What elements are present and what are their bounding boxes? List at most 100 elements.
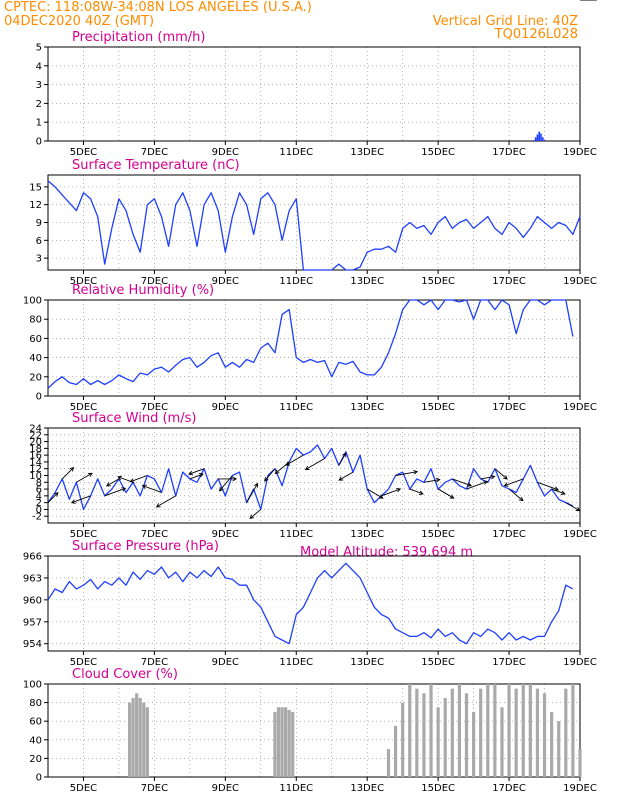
panel-6-bar bbox=[472, 711, 476, 777]
panel-6-xtick-label: 11DEC bbox=[279, 783, 313, 794]
panel-3-ytick-label: 80 bbox=[29, 315, 42, 326]
panel-6-bar bbox=[276, 707, 281, 777]
panel-4-ytick-label: 12 bbox=[29, 464, 42, 475]
wind-arrow-shaft bbox=[366, 488, 384, 499]
wind-arrow-shaft bbox=[264, 468, 276, 482]
wind-arrow-head bbox=[249, 514, 255, 520]
panel-3-xtick-label: 19DEC bbox=[563, 402, 597, 413]
wind-arrow-head bbox=[117, 475, 123, 481]
panel-4-xtick-label: 15DEC bbox=[421, 529, 455, 540]
panel-6-bar bbox=[145, 707, 149, 777]
panel-5-frame bbox=[47, 555, 581, 652]
wind-arrow-shaft bbox=[188, 468, 205, 475]
panel-1-ytick-label: 0 bbox=[36, 137, 42, 148]
wind-arrow-head bbox=[418, 490, 424, 495]
panel-1-bar bbox=[536, 134, 539, 141]
panel-6-bar bbox=[135, 693, 139, 777]
panel-6-bar bbox=[393, 725, 398, 777]
panel-6-bar bbox=[284, 707, 288, 777]
wind-arrow-shaft bbox=[305, 458, 325, 470]
panel-3-xtick-label: 17DEC bbox=[492, 402, 526, 413]
panel-4-xtick-label: 11DEC bbox=[279, 529, 313, 540]
model-altitude: Model Altitude: 539.694 m bbox=[300, 545, 473, 560]
panel-5-title: Surface Pressure (hPa) bbox=[72, 539, 219, 554]
panel-1-xtick-label: 9DEC bbox=[212, 147, 239, 158]
panel-1-xtick-label: 7DEC bbox=[141, 147, 168, 158]
panel-3-xtick-label: 5DEC bbox=[70, 402, 97, 413]
panel-3-title: Relative Humidity (%) bbox=[72, 283, 214, 298]
panel-1-ytick-label: 2 bbox=[36, 99, 42, 110]
panel-5-xtick-label: 9DEC bbox=[212, 657, 239, 668]
panel-6-bar bbox=[550, 711, 554, 777]
wind-arrow-head bbox=[503, 482, 509, 487]
panel-2-title: Surface Temperature (nC) bbox=[72, 158, 240, 173]
wind-arrow-head bbox=[342, 452, 347, 458]
wind-arrow-shaft bbox=[47, 492, 59, 503]
wind-arrow-head bbox=[435, 477, 441, 483]
panel-4-ytick-label: 16 bbox=[29, 451, 42, 462]
wind-arrow-head bbox=[503, 475, 508, 480]
panel-6-bar bbox=[571, 684, 575, 777]
panel-5-xtick-label: 17DEC bbox=[492, 657, 526, 668]
panel-6-bar bbox=[142, 702, 146, 777]
panel-6-bar bbox=[500, 707, 504, 777]
wind-arrow-shaft bbox=[452, 478, 472, 487]
panel-4-ytick-label: 0 bbox=[36, 505, 42, 516]
panel-6-bar bbox=[429, 684, 433, 777]
panel-1-title: Precipitation (mm/h) bbox=[72, 30, 205, 45]
panel-1-ytick-label: 4 bbox=[36, 61, 42, 72]
panel-3-ytick-label: 40 bbox=[29, 353, 42, 364]
panel-2-xtick-label: 5DEC bbox=[70, 276, 97, 287]
panel-6-ytick-label: 20 bbox=[29, 754, 42, 765]
panel-6-bar bbox=[521, 684, 525, 777]
panel-6-bar bbox=[535, 688, 540, 777]
panel-6-xtick-label: 5DEC bbox=[70, 783, 97, 794]
panel-1-frame bbox=[47, 46, 581, 142]
panel-4-xtick-label: 7DEC bbox=[141, 529, 168, 540]
panel-3-ytick-label: 20 bbox=[29, 372, 42, 383]
panel-6-bar bbox=[436, 707, 440, 777]
wind-arrow-head bbox=[518, 496, 524, 502]
wind-arrow-shaft bbox=[395, 471, 418, 476]
panel-5-ytick-label: 963 bbox=[23, 573, 42, 584]
wind-arrow-head bbox=[155, 503, 161, 508]
wind-arrow-head bbox=[396, 487, 402, 493]
panel-4-ytick-label: 14 bbox=[29, 457, 42, 468]
wind-arrow-head bbox=[70, 499, 76, 504]
panel-1-bar bbox=[538, 131, 541, 141]
panel-5-xtick-label: 15DEC bbox=[421, 657, 455, 668]
wind-arrow-shaft bbox=[494, 468, 508, 480]
panel-5-xtick-label: 7DEC bbox=[141, 657, 168, 668]
panel-6-xtick-label: 7DEC bbox=[141, 783, 168, 794]
panel-5-xtick-label: 13DEC bbox=[350, 657, 384, 668]
panel-2-xtick-label: 19DEC bbox=[563, 276, 597, 287]
wind-arrow-head bbox=[69, 466, 75, 472]
panel-6-bar bbox=[564, 688, 568, 777]
panel-5-xtick-label: 5DEC bbox=[70, 657, 97, 668]
panel-2-series-line bbox=[47, 180, 581, 271]
wind-arrow-shaft bbox=[423, 479, 440, 483]
panel-6-bar bbox=[486, 684, 490, 777]
panel-6-xtick-label: 15DEC bbox=[421, 783, 455, 794]
panel-6-ytick-label: 80 bbox=[29, 698, 42, 709]
wind-arrow-head bbox=[199, 473, 204, 478]
wind-arrow-head bbox=[560, 490, 566, 495]
wind-arrow-shaft bbox=[246, 483, 259, 503]
panel-6-xtick-label: 9DEC bbox=[212, 783, 239, 794]
panel-6-bar bbox=[450, 688, 454, 777]
wind-arrow-head bbox=[449, 494, 455, 499]
header-line1: CPTEC: 118:08W-34:08N LOS ANGELES (U.S.A… bbox=[4, 0, 312, 15]
panel-2-xtick-label: 7DEC bbox=[141, 276, 168, 287]
panel-6-frame bbox=[47, 683, 581, 778]
panel-6-bar bbox=[287, 710, 291, 777]
wind-arrow-shaft bbox=[381, 488, 401, 497]
panel-4-ytick-label: 20 bbox=[29, 437, 42, 448]
wind-arrow-shaft bbox=[249, 509, 262, 519]
panel-6-bar bbox=[291, 711, 295, 777]
panel-3-ytick-label: 0 bbox=[36, 392, 42, 403]
panel-1-ytick-label: 3 bbox=[36, 80, 42, 91]
panel-6-bar bbox=[464, 693, 469, 777]
panel-1-ytick-label: 1 bbox=[36, 118, 42, 129]
panel-6-bar bbox=[415, 688, 419, 777]
panel-5-ytick-label: 957 bbox=[23, 617, 42, 628]
